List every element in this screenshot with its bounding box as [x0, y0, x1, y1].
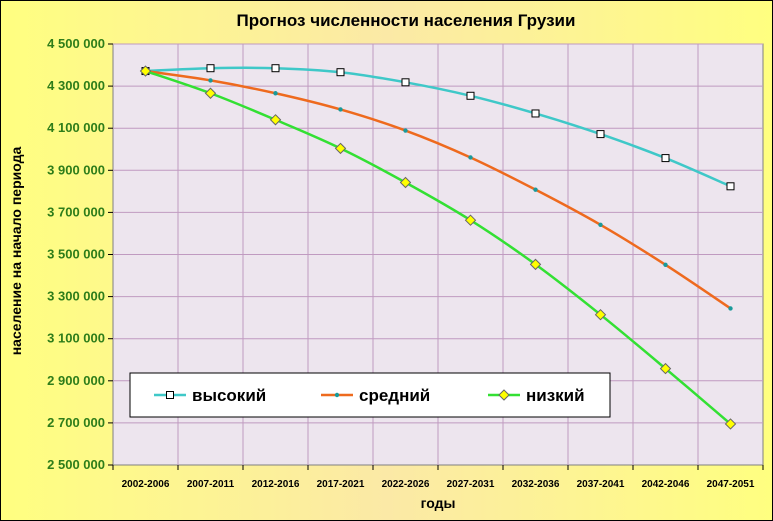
data-point-diamond: [724, 418, 737, 430]
y-axis-label: население на начало периода: [8, 146, 24, 355]
data-point-diamond: [594, 308, 607, 321]
y-tick-label: 3 500 000: [47, 247, 105, 262]
series-line: [145, 69, 732, 425]
data-point-dot: [728, 306, 733, 311]
data-point-dot: [533, 187, 538, 192]
grid: [113, 43, 763, 465]
data-point-square: [531, 109, 540, 118]
y-tick-label: 3 300 000: [47, 289, 105, 304]
legend: высокий средний низкий: [129, 372, 611, 418]
chart-title: Прогноз численности населения Грузии: [237, 11, 576, 30]
x-tick-label: 2032-2036: [512, 479, 560, 490]
y-tick-label: 2 500 000: [47, 457, 105, 472]
data-point-diamond: [139, 65, 152, 77]
y-tick-label: 2 700 000: [47, 415, 105, 430]
legend-marker: [166, 391, 174, 399]
data-point-dot: [598, 222, 603, 228]
data-point-square: [336, 68, 345, 77]
data-point-dot: [208, 78, 213, 83]
tick-labels: 2 500 000 2 700 000 2 900 000 3 100 000 3 30…: [47, 36, 764, 490]
legend-marker: [498, 389, 510, 401]
y-tick-label: 3 700 000: [47, 204, 105, 219]
data-point-dot: [338, 107, 343, 112]
x-tick-label: 2047-2051: [707, 479, 755, 490]
data-point-square: [401, 78, 410, 87]
x-tick-label: 2027-2031: [447, 479, 495, 490]
data-point-dot: [273, 91, 278, 96]
y-tick-label: 3 100 000: [47, 331, 105, 346]
y-tick-label: 2 900 000: [47, 373, 105, 388]
data-point-square: [726, 182, 735, 191]
x-tick-label: 2022-2026: [382, 479, 430, 490]
legend-label: низкий: [526, 386, 585, 405]
data-point-square: [661, 154, 670, 163]
data-point-diamond: [334, 142, 347, 155]
data-point-square: [466, 91, 475, 100]
x-tick-label: 2042-2046: [642, 479, 690, 490]
y-tick-label: 4 300 000: [47, 78, 105, 93]
data-point-square: [206, 64, 215, 73]
y-tick-label: 4 100 000: [47, 120, 105, 135]
legend-marker: [334, 392, 340, 398]
y-tick-label: 4 500 000: [47, 36, 105, 51]
data-point-diamond: [529, 258, 542, 271]
data-point-square: [271, 64, 280, 73]
data-point-square: [596, 130, 605, 139]
series-низкий: [139, 65, 737, 430]
data-point-diamond: [204, 87, 217, 99]
x-tick-label: 2017-2021: [317, 479, 365, 490]
data-point-diamond: [399, 176, 412, 189]
series: [139, 64, 737, 430]
y-tick-label: 3 900 000: [47, 162, 105, 177]
x-axis-label: годы: [421, 495, 456, 511]
data-point-dot: [403, 128, 408, 133]
series-средний: [143, 68, 733, 311]
series-line: [145, 69, 732, 310]
data-point-diamond: [269, 114, 282, 126]
legend-label: высокий: [192, 386, 266, 405]
data-point-diamond: [464, 214, 477, 226]
legend-box: [129, 372, 611, 418]
data-point-diamond: [659, 362, 672, 375]
series-line: [145, 66, 731, 188]
legend-label: средний: [359, 386, 430, 405]
x-tick-label: 2007-2011: [187, 479, 235, 490]
x-tick-label: 2012-2016: [252, 479, 300, 490]
data-point-dot: [663, 262, 668, 268]
data-point-dot: [468, 155, 473, 160]
x-tick-label: 2002-2006: [122, 479, 170, 490]
x-tick-label: 2037-2041: [577, 479, 625, 490]
